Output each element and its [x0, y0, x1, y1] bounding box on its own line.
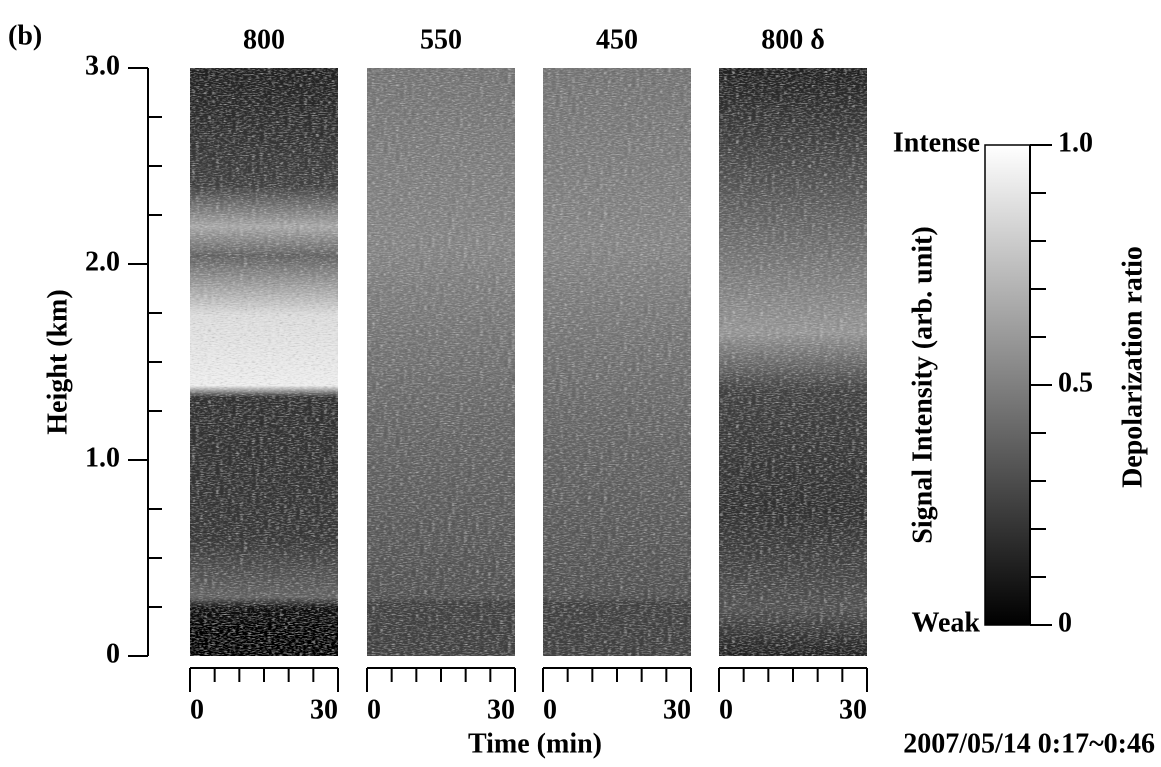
x-tick-label: 30: [663, 694, 691, 725]
x-tick-label: 30: [839, 694, 867, 725]
colorbar: [984, 144, 1031, 626]
colorbar-tick-label: 1.0: [1058, 127, 1093, 158]
x-tick-label: 30: [487, 694, 515, 725]
lidar-image: [367, 68, 515, 656]
panel-label: (b): [8, 20, 42, 51]
date-label: 2007/05/14 0:17~0:46: [903, 728, 1155, 759]
x-tick-label: 0: [367, 694, 381, 725]
colorbar-right-label: Depolarization ratio: [1117, 246, 1148, 488]
lidar-image: [190, 68, 338, 656]
y-tick-label: 0: [106, 638, 120, 669]
x-tick-label: 0: [190, 694, 204, 725]
colorbar-bottom: Weak: [912, 607, 981, 638]
panel-title: 550: [420, 24, 462, 55]
y-axis-label: Height (km): [42, 289, 73, 434]
x-tick-label: 30: [310, 694, 338, 725]
y-tick-label: 2.0: [85, 246, 120, 277]
y-tick-label: 3.0: [85, 50, 120, 81]
panel-title: 800: [243, 24, 285, 55]
colorbar-tick-label: 0.5: [1058, 367, 1093, 398]
colorbar-top: Intense: [893, 127, 980, 158]
lidar-image: [543, 68, 691, 656]
lidar-image: [719, 68, 867, 656]
colorbar-label: Signal Intensity (arb. unit): [907, 226, 938, 543]
x-tick-label: 0: [543, 694, 557, 725]
panel-title: 450: [596, 24, 638, 55]
panel-title: 800 δ: [761, 24, 825, 55]
x-axis-label: Time (min): [468, 728, 602, 759]
colorbar-tick-label: 0: [1058, 607, 1072, 638]
x-tick-label: 0: [719, 694, 733, 725]
y-tick-label: 1.0: [85, 442, 120, 473]
